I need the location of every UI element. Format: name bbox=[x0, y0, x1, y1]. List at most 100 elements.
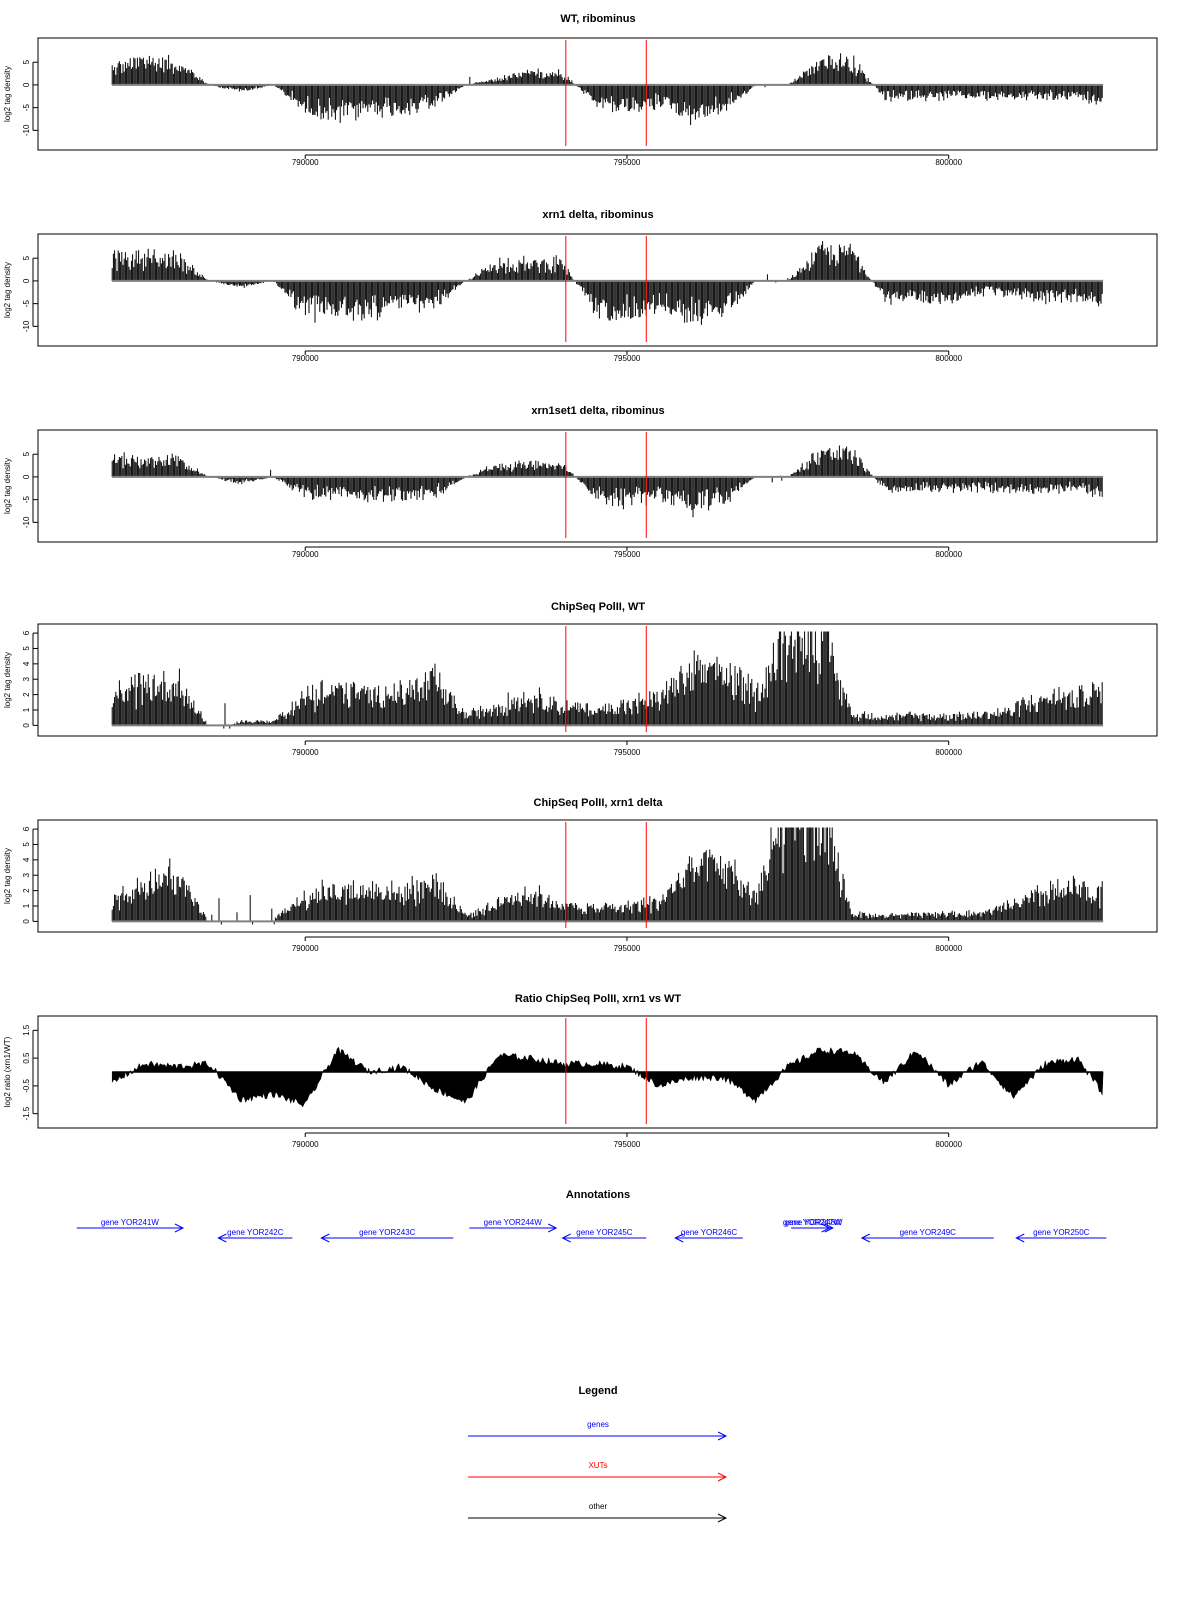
series-marks bbox=[111, 53, 1104, 125]
legend-item: other bbox=[468, 1502, 728, 1523]
x-tick-label: 795000 bbox=[614, 550, 641, 559]
legend-title: Legend bbox=[578, 1385, 617, 1397]
panel-title: WT, ribominus bbox=[560, 13, 635, 25]
plot-frame bbox=[37, 1015, 1158, 1129]
panel-2: xrn1 delta, ribominus -10 -5 0 5 log2 tag den… bbox=[3, 209, 1158, 363]
y-tick-label: 6 bbox=[22, 630, 31, 635]
y-tick-label: 5 bbox=[22, 59, 31, 64]
x-tick-label: 800000 bbox=[935, 158, 962, 167]
gene-annotation: gene YOR250C bbox=[1015, 1228, 1107, 1243]
gene-label: gene YOR244W bbox=[484, 1218, 543, 1227]
gene-arrow-head bbox=[824, 1223, 834, 1233]
legend-arrow-head bbox=[717, 1513, 728, 1523]
gene-arrow-head bbox=[674, 1233, 684, 1243]
gene-label: gene YOR246C bbox=[681, 1228, 738, 1237]
gene-label: gene YOR247W bbox=[783, 1218, 842, 1227]
x-tick-label: 795000 bbox=[614, 158, 641, 167]
plot-frame bbox=[37, 819, 1158, 933]
legend-label: genes bbox=[587, 1420, 609, 1429]
y-tick-label: 4 bbox=[22, 857, 31, 862]
legend-item: XUTs bbox=[468, 1461, 728, 1482]
y-axis-label: log2 tag density bbox=[3, 66, 12, 122]
y-tick-label: 0 bbox=[22, 278, 31, 283]
series-marks bbox=[111, 1046, 1104, 1108]
gene-arrow-head bbox=[1015, 1233, 1025, 1243]
gene-arrow-head bbox=[821, 1223, 831, 1233]
panel-6: Ratio ChipSeq PolII, xrn1 vs WT -1.5 -0.5 0… bbox=[3, 993, 1158, 1149]
y-tick-label: 0 bbox=[22, 919, 31, 924]
gene-annotation: gene YOR241W bbox=[76, 1218, 185, 1233]
y-tick-label: -0.5 bbox=[22, 1078, 31, 1092]
gene-label: gene YOR243C bbox=[359, 1228, 416, 1237]
legend-label: other bbox=[589, 1502, 608, 1511]
gene-annotation: gene YOR249C bbox=[860, 1228, 994, 1243]
gene-label: gene YOR249C bbox=[900, 1228, 957, 1237]
y-tick-label: -10 bbox=[22, 320, 31, 332]
y-axis-label: log2 tag density bbox=[3, 848, 12, 904]
gene-annotation: gene YOR242C bbox=[217, 1228, 293, 1243]
plot-frame bbox=[37, 623, 1158, 737]
panel-title: Ratio ChipSeq PolII, xrn1 vs WT bbox=[515, 993, 682, 1005]
plot-frame bbox=[37, 37, 1158, 151]
y-tick-label: 1.5 bbox=[22, 1024, 31, 1036]
legend-label: XUTs bbox=[588, 1461, 607, 1470]
panel-title: xrn1set1 delta, ribominus bbox=[531, 405, 664, 417]
y-tick-label: 1 bbox=[22, 707, 31, 712]
gene-annotation: gene YOR244W bbox=[469, 1218, 558, 1233]
panel-4: ChipSeq PolII, WT 0 1 2 3 4 5 6 log2 tag density… bbox=[3, 601, 1158, 757]
y-tick-label: 2 bbox=[22, 888, 31, 893]
y-tick-label: -5 bbox=[22, 300, 31, 308]
y-axis-label: log2 tag density bbox=[3, 262, 12, 318]
series-marks bbox=[111, 241, 1104, 325]
gene-arrow-head bbox=[547, 1223, 558, 1233]
x-tick-label: 790000 bbox=[292, 354, 319, 363]
y-tick-label: 3 bbox=[22, 676, 31, 681]
x-tick-label: 790000 bbox=[292, 944, 319, 953]
panel-5: ChipSeq PolII, xrn1 delta 0 1 2 3 4 5 6 log2 tag… bbox=[3, 797, 1158, 953]
gene-arrow-head bbox=[217, 1233, 227, 1243]
gene-label: gene YOR242C bbox=[227, 1228, 284, 1237]
x-tick-label: 800000 bbox=[935, 1140, 962, 1149]
gene-arrow-head bbox=[860, 1233, 871, 1243]
panel-title: ChipSeq PolII, WT bbox=[551, 601, 645, 613]
series-marks bbox=[111, 445, 1104, 518]
y-tick-label: 0 bbox=[22, 474, 31, 479]
y-tick-label: -10 bbox=[22, 124, 31, 136]
ratio-area bbox=[111, 1046, 1104, 1108]
plot-frame bbox=[37, 233, 1158, 347]
y-tick-label: -5 bbox=[22, 496, 31, 504]
x-tick-label: 795000 bbox=[614, 1140, 641, 1149]
legend-arrow-head bbox=[717, 1431, 728, 1441]
gene-annotation: gene YOR243C bbox=[320, 1228, 454, 1243]
y-tick-label: -1.5 bbox=[22, 1106, 31, 1120]
y-axis-label: log2 tag density bbox=[3, 458, 12, 514]
gene-label: gene YOR245C bbox=[576, 1228, 633, 1237]
y-tick-label: 4 bbox=[22, 661, 31, 666]
y-tick-label: 5 bbox=[22, 646, 31, 651]
y-tick-label: -10 bbox=[22, 516, 31, 528]
y-tick-label: 0.5 bbox=[22, 1052, 31, 1064]
legend-arrow-head bbox=[717, 1472, 728, 1482]
plot-frame bbox=[37, 429, 1158, 543]
gene-annotation: gene YOR248W bbox=[785, 1218, 843, 1233]
gene-annotation: gene YOR246C bbox=[674, 1228, 743, 1243]
y-tick-label: 1 bbox=[22, 903, 31, 908]
panel-3: xrn1set1 delta, ribominus -10 -5 0 5 log2 tag… bbox=[3, 405, 1158, 559]
gene-label: gene YOR241W bbox=[101, 1218, 160, 1227]
x-tick-label: 790000 bbox=[292, 158, 319, 167]
y-tick-label: 6 bbox=[22, 826, 31, 831]
y-axis-label: log2 tag density bbox=[3, 652, 12, 708]
gene-label: gene YOR250C bbox=[1033, 1228, 1090, 1237]
series-marks bbox=[111, 827, 1104, 925]
legend: Legend genes XUTs other bbox=[468, 1385, 728, 1523]
x-tick-label: 795000 bbox=[614, 944, 641, 953]
x-tick-label: 800000 bbox=[935, 944, 962, 953]
y-tick-label: 2 bbox=[22, 692, 31, 697]
gene-arrow-head bbox=[320, 1233, 330, 1243]
y-tick-label: 0 bbox=[22, 82, 31, 87]
x-tick-label: 795000 bbox=[614, 748, 641, 757]
y-tick-label: -5 bbox=[22, 104, 31, 112]
y-axis-label: log2 ratio (xrn1/WT) bbox=[3, 1036, 12, 1107]
gene-arrow-head bbox=[174, 1223, 185, 1233]
y-tick-label: 5 bbox=[22, 255, 31, 260]
